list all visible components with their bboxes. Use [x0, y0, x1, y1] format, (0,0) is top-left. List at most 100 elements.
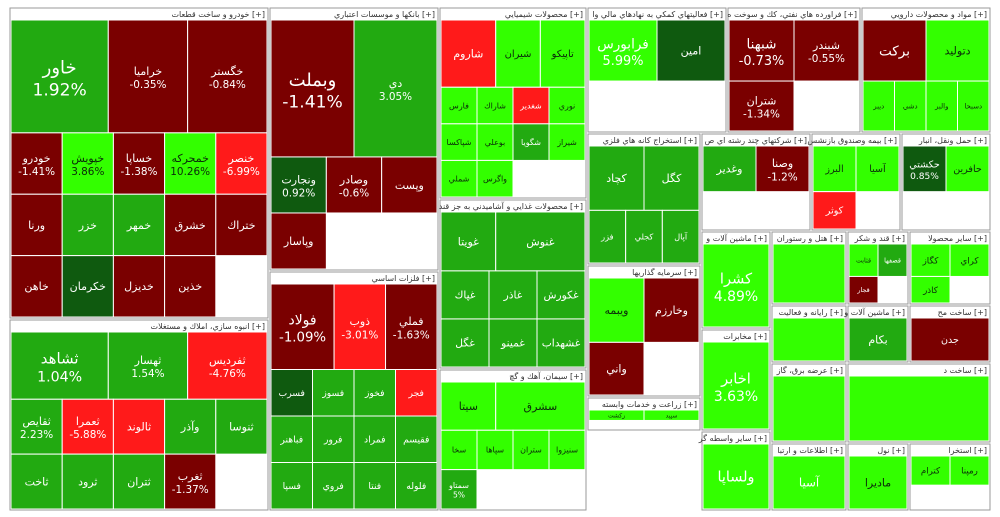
tile-7-13[interactable]: فنتا [353, 462, 396, 510]
tile-2-10[interactable]: شيراز [548, 123, 586, 161]
tile-0-12[interactable]: ختراك [215, 193, 268, 257]
tile-8-6[interactable]: غمينو [488, 318, 538, 368]
tile-6-11[interactable]: ثغرب-1.37% [164, 453, 217, 510]
tile-10-0[interactable]: وغدير [702, 145, 757, 193]
sector-27[interactable]: استخرا [+] كترام رمپنا [909, 443, 991, 511]
tile-0-9[interactable]: خزر [61, 193, 114, 257]
tile-7-0[interactable]: فولاد-1.09% [270, 283, 335, 370]
tile-8-7[interactable]: غشهداب [536, 318, 586, 368]
sector-title[interactable]: ماشين آلات و [+] [705, 233, 767, 243]
tile-13-5[interactable]: سنيزوا [548, 429, 586, 471]
sector-title[interactable]: خودرو و ساخت قطعات [+] [171, 10, 265, 19]
tile-19-0[interactable]: قثابت [848, 243, 879, 277]
sector-title[interactable]: ساخت د [+] [943, 366, 987, 375]
tile-9-1[interactable]: كگل [643, 145, 700, 211]
tile-3-0[interactable]: فرابورس 5.99% [588, 19, 658, 82]
tile-19-1[interactable]: قصفها [877, 243, 908, 277]
tile-20-0[interactable]: كگاز [910, 243, 951, 277]
sector-23[interactable]: ساخت مح [+] جدن [909, 305, 991, 363]
sector-title[interactable]: هتل و رستوران [+] [777, 234, 843, 243]
sector-title[interactable]: محصولات شيميايي [+] [505, 10, 583, 19]
tile-6-4[interactable]: ثعمرا-5.88% [61, 398, 114, 455]
tile-11-2[interactable]: كوثر [812, 191, 857, 230]
sector-0[interactable]: خودرو و ساخت قطعات [+]خاور1.92%خراميا-0.… [9, 7, 269, 319]
sector-15[interactable]: زراعت و خدمات وابسته [+] زكشت سپيد [587, 397, 701, 431]
tile-7-11[interactable]: فسپا [270, 462, 313, 510]
tile-7-5[interactable]: فخوز [353, 369, 396, 417]
tile-2-4[interactable]: شاراك [476, 86, 514, 125]
tile-4-2[interactable]: شتران -1.34% [728, 80, 795, 132]
sector-16[interactable]: ماشين آلات و [+] كشرا 4.89% [701, 231, 771, 329]
tile-0-2[interactable]: خگستر-0.84% [187, 19, 268, 134]
tile-6-6[interactable]: وآذر [164, 398, 217, 455]
sector-title[interactable]: ساخت مح [+] [938, 308, 987, 317]
sector-9[interactable]: استخراج كانه هاي فلزي [+] كچاد كگل فزر كجلي آ… [587, 133, 701, 265]
tile-0-10[interactable]: خمهر [112, 193, 166, 257]
sector-4[interactable]: فراورده هاي نفتي، كك و سوخت ه [+] شبهنا -0… [727, 7, 861, 133]
tile-13-3[interactable]: سپاها [476, 429, 514, 471]
tile-0-15[interactable]: خديزل [112, 255, 166, 318]
tile-8-3[interactable]: غاذر [488, 270, 538, 320]
tile-6-9[interactable]: ثرود [61, 453, 114, 510]
tile-5-0[interactable]: بركت [862, 19, 927, 82]
tile-2-5[interactable]: شغدير [512, 86, 550, 125]
sector-29[interactable]: نول [+] ماديرا [847, 443, 909, 511]
sector-title[interactable]: محصولات غذايي و آشاميدني به جز قند [+] [439, 201, 583, 211]
sector-title[interactable]: ماشين آلات و [+] [843, 307, 905, 317]
sector-title[interactable]: سرمايه گذاريها [+] [632, 267, 697, 277]
sector-20[interactable]: ساير محصولا [+] كگاز كراي كاذر [909, 231, 991, 305]
sector-title[interactable]: سيمان، آهك و گچ [+] [509, 371, 583, 381]
sector-title[interactable]: فعاليتهاي كمكي به نهادهاي مالي وا [+] [592, 10, 723, 19]
sector-7[interactable]: فلزات اساسي [+]فولاد-1.09%ذوب-3.01%فملي-… [269, 271, 439, 511]
tile-6-7[interactable]: ثنوسا [215, 398, 268, 455]
tile-1-4[interactable]: وپست [381, 156, 438, 214]
tile-29-0[interactable]: ماديرا [848, 455, 908, 510]
tile-2-8[interactable]: بوعلي [476, 123, 514, 161]
sector-24[interactable]: ساير واسطه گر [+] ولساپا [698, 431, 771, 511]
tile-17-0[interactable]: اخابر 3.63% [702, 341, 770, 430]
tile-24-0[interactable]: ولساپا [702, 443, 770, 510]
tile-0-14[interactable]: خكرمان [61, 255, 114, 318]
tile-5-1[interactable]: دتوليد [925, 19, 990, 82]
tile-23-0[interactable]: جدن [910, 317, 990, 362]
tile-7-7[interactable]: فباهنر [270, 415, 313, 463]
tile-1-3[interactable]: وصادر -0.6% [325, 156, 383, 214]
tile-7-12[interactable]: فروي [312, 462, 355, 510]
tile-2-9[interactable]: شگويا [512, 123, 550, 161]
sector-12[interactable]: حمل ونقل، انبار [+] حكشتي 0.85% حافرين [901, 133, 991, 231]
tile-8-5[interactable]: غگل [440, 318, 490, 368]
tile-0-1[interactable]: خراميا-0.35% [107, 19, 189, 134]
tile-8-0[interactable]: غويتا [440, 211, 497, 272]
sector-title[interactable]: حمل ونقل، انبار [+] [918, 136, 987, 145]
tile-11-1[interactable]: آسيا [855, 145, 900, 193]
tile-20-1[interactable]: كراي [949, 243, 990, 277]
tile-8-2[interactable]: غپاك [440, 270, 490, 320]
tile-13-4[interactable]: ستران [512, 429, 550, 471]
sector-title[interactable]: بيمه وصندوق بازنشس [+] [807, 136, 897, 145]
tile-7-4[interactable]: فسوز [312, 369, 355, 417]
tile-7-14[interactable]: فلوله [395, 462, 438, 510]
tile-8-4[interactable]: غكورش [536, 270, 586, 320]
tile-2-0[interactable]: شاروم [440, 19, 497, 88]
sector-17[interactable]: مخابرات [+] اخابر 3.63% [701, 329, 771, 431]
tile-2-3[interactable]: فارس [440, 86, 478, 125]
tile-7-8[interactable]: فرور [312, 415, 355, 463]
sector-title[interactable]: ساير محصولا [+] [928, 234, 987, 243]
tile-15-0[interactable]: زكشت [588, 409, 645, 421]
tile-6-5[interactable]: ثالوند [112, 398, 166, 455]
sector-5[interactable]: مواد و محصولات دارويي [+] بركت دتوليد ديبر د… [861, 7, 991, 133]
tile-0-3[interactable]: خودرو-1.41% [10, 132, 63, 195]
tile-0-8[interactable]: ورنا [10, 193, 63, 257]
tile-7-6[interactable]: فجر [395, 369, 438, 417]
sector-14[interactable]: سرمايه گذاريها [+] ويبمه وخارزم واني [587, 265, 701, 397]
tile-9-2[interactable]: فزر [588, 209, 627, 264]
tile-1-0[interactable]: وبملت-1.41% [270, 19, 355, 158]
sector-title[interactable]: شركتهاي چند رشته اي ص [+] [705, 136, 807, 145]
tile-10-1[interactable]: وصنا-1.2% [755, 145, 810, 193]
tile-12-0[interactable]: حكشتي 0.85% [902, 145, 947, 193]
sector-title[interactable]: مواد و محصولات دارويي [+] [891, 10, 987, 19]
